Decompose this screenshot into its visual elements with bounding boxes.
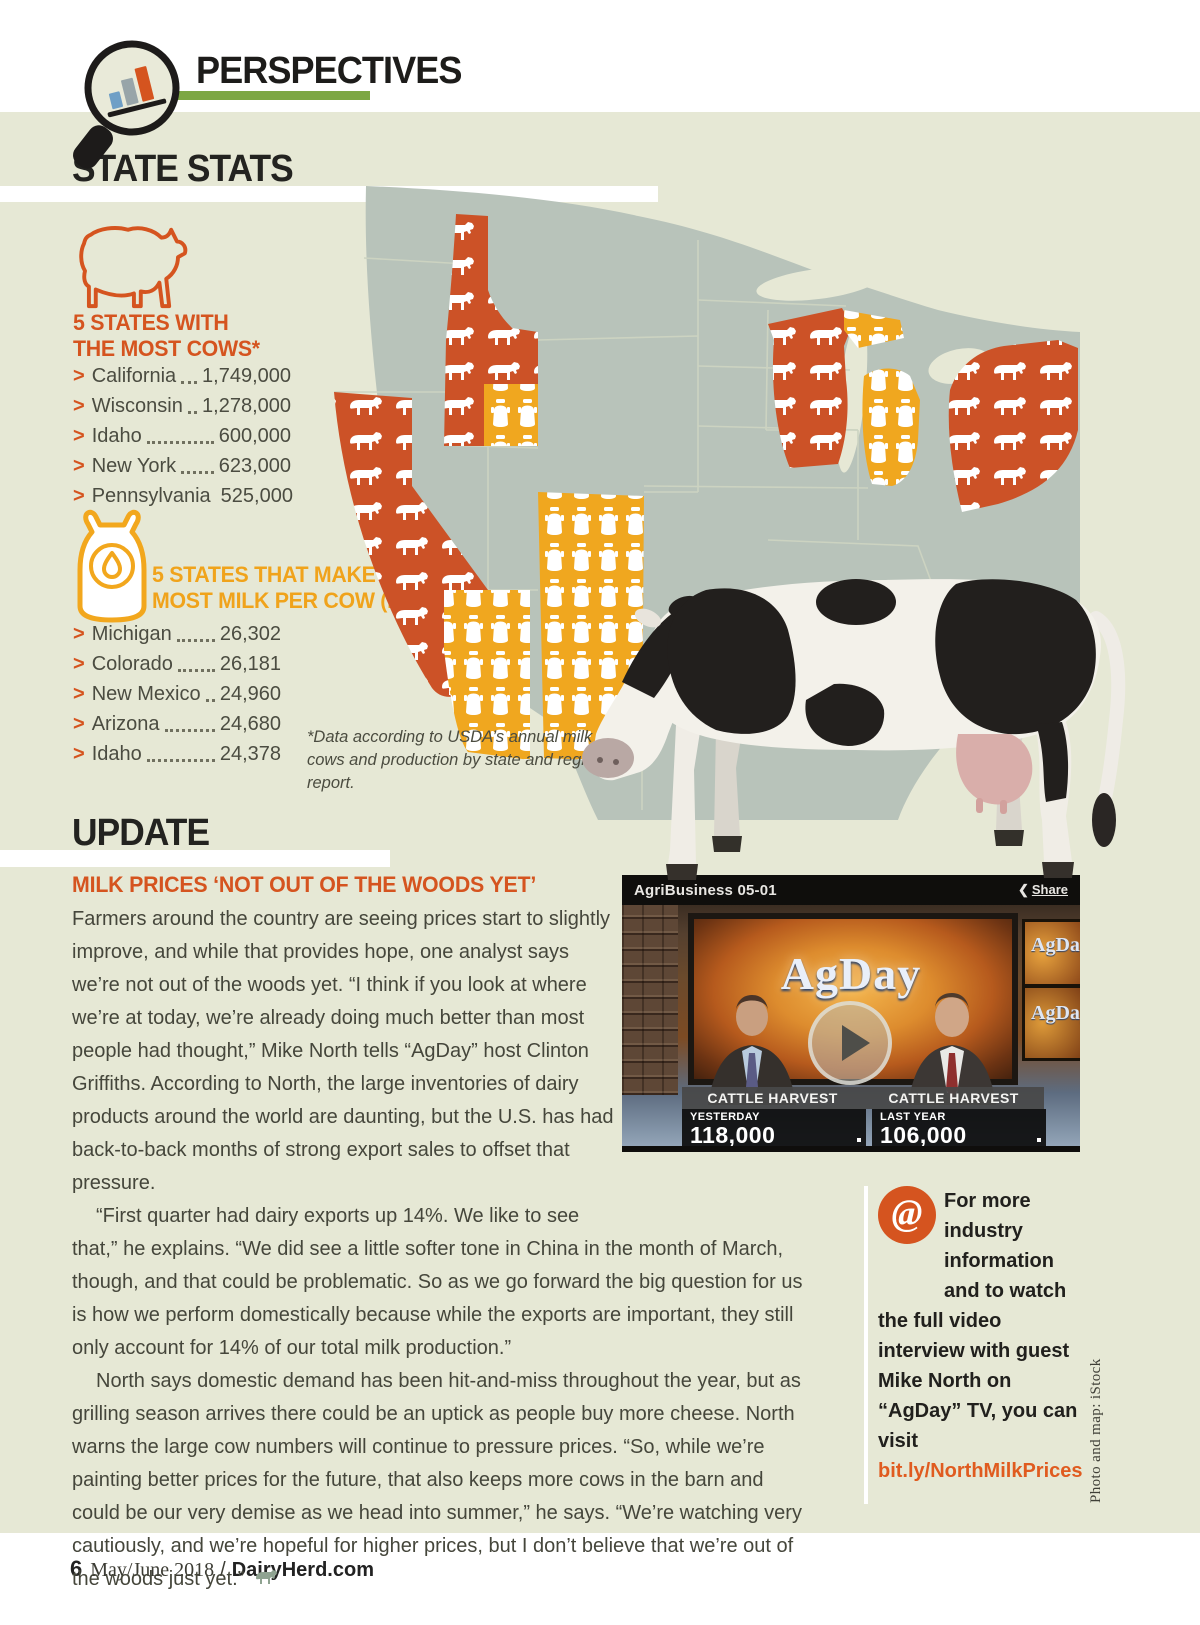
list-item: > Pennsylvania 525,000 xyxy=(73,485,293,507)
list-marker: > xyxy=(73,683,85,705)
list-marker: > xyxy=(73,743,85,765)
section-brand: PERSPECTIVES xyxy=(196,50,462,92)
list-marker: > xyxy=(73,653,85,675)
cow-ear xyxy=(634,608,662,628)
cows-heading-line1: 5 STATES WITH xyxy=(73,310,229,335)
photo-credit: Photo and map: iStock xyxy=(1088,1358,1104,1503)
list-item: > Wisconsin 1,278,000 xyxy=(73,395,291,417)
article-paragraph: Farmers around the country are seeing pr… xyxy=(72,908,614,1194)
map-states-newyork-pennsylvania xyxy=(948,340,1078,512)
holstein-cow-photo xyxy=(582,579,1126,880)
list-marker: > xyxy=(73,425,85,447)
video-player[interactable]: AgriBusiness 05-01 ❮Share AgDay AgDay Ag… xyxy=(622,875,1080,1152)
map-states-colorado-newmexico xyxy=(538,492,644,762)
play-button[interactable] xyxy=(808,1001,892,1085)
list-item: > Idaho 24,378 xyxy=(73,743,281,765)
state-stats-title: STATE STATS xyxy=(72,148,294,190)
sidebar-divider xyxy=(864,1186,868,1504)
at-icon: @ xyxy=(878,1186,944,1278)
stat-box-last-year: LAST YEAR 106,000 xyxy=(872,1109,1046,1146)
more-info-sidebar: @ For more industry information and to w… xyxy=(878,1186,1084,1486)
lower-third-header: CATTLE HARVEST CATTLE HARVEST xyxy=(682,1087,1044,1109)
cow-udder xyxy=(956,734,1033,805)
data-source-footnote: *Data according to USDA’s annual milk co… xyxy=(307,728,604,792)
share-icon: ❮ xyxy=(1017,882,1029,897)
cow-muzzle xyxy=(582,738,634,778)
cows-list: > California 1,749,000 > Wisconsin 1,278,000… xyxy=(73,365,293,508)
end-mark-cow-icon xyxy=(256,1570,278,1584)
map-state-arizona xyxy=(444,590,530,760)
video-title: AgriBusiness 05-01 xyxy=(634,881,777,899)
list-marker: > xyxy=(73,365,85,387)
list-item: > New York 623,000 xyxy=(73,455,291,477)
map-state-michigan-up xyxy=(844,310,904,348)
list-item: > California 1,749,000 xyxy=(73,365,291,387)
list-marker: > xyxy=(73,485,85,507)
agday-logo: AgDay xyxy=(780,948,922,999)
cow-tail xyxy=(1089,611,1126,809)
update-band xyxy=(0,850,390,867)
cow-tail-tip xyxy=(1092,793,1116,847)
video-scene: AgDay AgDay AgDay xyxy=(622,905,1080,1146)
share-button[interactable]: ❮ Share xyxy=(1017,882,1068,897)
milk-list: > Michigan 26,302 > Colorado 26,181 > New Mex… xyxy=(73,623,281,766)
play-icon xyxy=(842,1025,870,1061)
cow-patches xyxy=(667,579,1096,802)
article-body: Farmers around the country are seeing pr… xyxy=(72,903,809,1596)
sidebar-text: For more industry information and to wat… xyxy=(878,1190,1078,1452)
list-marker: > xyxy=(73,455,85,477)
brick-wall xyxy=(622,905,678,1095)
perspectives-logo-magnifier-icon xyxy=(73,40,180,169)
video-top-bar: AgriBusiness 05-01 ❮ Share xyxy=(622,875,1080,905)
map-state-wisconsin xyxy=(768,308,852,468)
list-item: > Michigan 26,302 xyxy=(73,623,281,645)
list-marker: > xyxy=(73,395,85,417)
list-item: > Colorado 26,181 xyxy=(73,653,281,675)
cows-heading-line2: THE MOST COWS* xyxy=(73,336,260,361)
brand-underline xyxy=(150,91,370,100)
map-state-idaho-milk xyxy=(484,384,538,446)
list-item: > Arizona 24,680 xyxy=(73,713,281,735)
list-item: > Idaho 600,000 xyxy=(73,425,291,447)
stat-box-yesterday: YESTERDAY 118,000 xyxy=(682,1109,866,1146)
article-paragraph: North says domestic demand has been hit-… xyxy=(72,1370,802,1590)
list-marker: > xyxy=(73,713,85,735)
milk-jug-icon xyxy=(77,509,147,623)
issue-date: May/June 2018 xyxy=(90,1559,215,1581)
map-state-michigan xyxy=(862,368,920,486)
article-headline: MILK PRICES ‘NOT OUT OF THE WOODS YET’ xyxy=(72,872,537,897)
sidebar-link[interactable]: bit.ly/NorthMilkPrices xyxy=(878,1460,1083,1482)
cow-outline-icon xyxy=(79,226,188,309)
page-number: 6 xyxy=(70,1556,83,1581)
studio-side-monitor: AgDay xyxy=(1022,919,1080,987)
list-marker: > xyxy=(73,623,85,645)
list-item: > New Mexico 24,960 xyxy=(73,683,281,705)
update-title: UPDATE xyxy=(72,812,210,854)
studio-side-monitor: AgDay xyxy=(1022,985,1080,1061)
article-paragraph: “First quarter had dairy exports up 14%.… xyxy=(72,1205,803,1359)
